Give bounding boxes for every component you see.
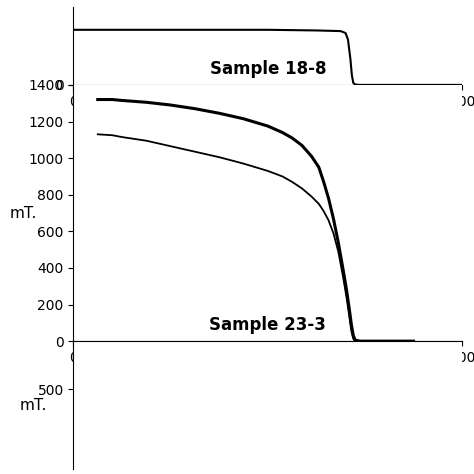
Y-axis label: mT.: mT.: [9, 206, 36, 220]
Y-axis label: mT.: mT.: [19, 398, 47, 413]
Title: Sample 23-3: Sample 23-3: [210, 316, 326, 334]
Title: Sample 18-8: Sample 18-8: [210, 60, 326, 78]
